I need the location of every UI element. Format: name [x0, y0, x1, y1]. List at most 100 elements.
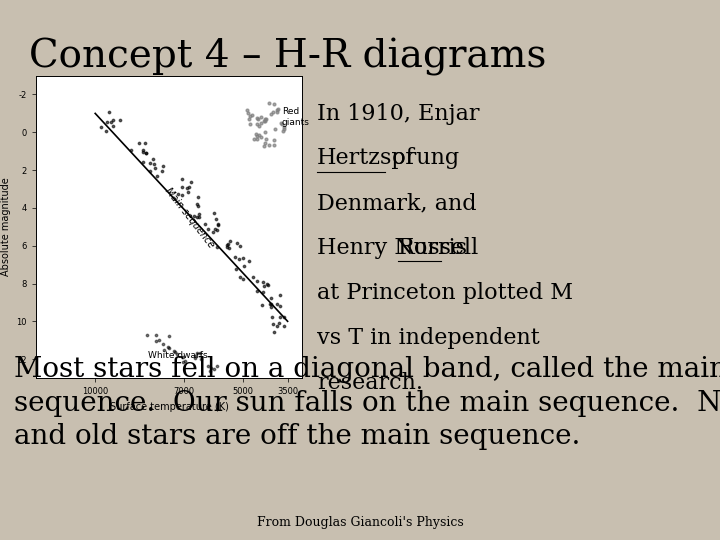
Point	[259, 117, 271, 126]
Point	[278, 312, 289, 321]
Point	[189, 353, 201, 362]
Point	[260, 127, 271, 136]
Text: Denmark, and: Denmark, and	[317, 192, 477, 214]
Point	[144, 167, 156, 176]
Point	[207, 228, 219, 237]
Point	[178, 357, 189, 366]
Point	[192, 192, 204, 201]
Point	[248, 272, 259, 281]
Point	[192, 202, 204, 211]
Point	[140, 149, 152, 158]
Point	[252, 276, 264, 285]
Point	[256, 301, 268, 309]
Point	[261, 135, 272, 144]
Point	[238, 262, 250, 271]
Text: Concept 4 – H-R diagrams: Concept 4 – H-R diagrams	[29, 38, 546, 76]
Point	[204, 367, 216, 375]
Point	[246, 111, 258, 119]
Point	[241, 106, 253, 114]
Point	[267, 108, 279, 117]
Point	[252, 120, 264, 129]
Point	[244, 119, 256, 128]
Point	[238, 254, 249, 262]
Point	[271, 108, 282, 117]
Point	[233, 255, 244, 264]
Point	[263, 98, 274, 107]
Point	[211, 225, 222, 234]
Point	[224, 244, 235, 252]
Text: In 1910, Enjar: In 1910, Enjar	[317, 103, 480, 125]
Point	[209, 225, 220, 233]
Point	[251, 114, 263, 123]
Text: Red
giants: Red giants	[282, 107, 310, 127]
Point	[212, 242, 223, 251]
Text: Most stars fell on a diagonal band, called the main
sequence.  Our sun falls on : Most stars fell on a diagonal band, call…	[14, 356, 720, 450]
Y-axis label: Absolute magnitude: Absolute magnitude	[1, 178, 11, 276]
Point	[103, 107, 114, 116]
Point	[259, 139, 271, 147]
Point	[151, 172, 163, 180]
Point	[261, 280, 273, 288]
Point	[176, 183, 188, 191]
Point	[172, 190, 184, 199]
Point	[156, 167, 168, 176]
Point	[252, 114, 264, 123]
Point	[274, 319, 285, 328]
Point	[153, 336, 164, 345]
Point	[256, 132, 267, 141]
Point	[205, 363, 217, 372]
Point	[141, 330, 153, 339]
Text: Main sequence: Main sequence	[163, 185, 217, 249]
Point	[202, 362, 214, 370]
Point	[191, 212, 202, 221]
Text: research.: research.	[317, 372, 423, 394]
Point	[102, 118, 113, 126]
Point	[191, 200, 202, 208]
Point	[277, 126, 289, 135]
Text: Henry Norris: Henry Norris	[317, 237, 474, 259]
Point	[181, 184, 192, 192]
Point	[168, 347, 180, 356]
Text: vs T in independent: vs T in independent	[317, 327, 539, 349]
Text: Hertzsprung: Hertzsprung	[317, 147, 460, 170]
Point	[148, 154, 159, 163]
Point	[208, 364, 220, 373]
Point	[231, 239, 243, 248]
Point	[168, 347, 179, 356]
Text: at Princeton plotted M: at Princeton plotted M	[317, 282, 573, 304]
Point	[257, 278, 269, 286]
Point	[255, 119, 266, 128]
Point	[266, 300, 277, 309]
Point	[253, 131, 264, 139]
Point	[265, 294, 276, 302]
Point	[258, 288, 269, 296]
Point	[268, 99, 279, 108]
Point	[194, 349, 205, 358]
Point	[106, 117, 117, 126]
Point	[188, 211, 199, 220]
Point	[193, 212, 204, 221]
Point	[253, 122, 265, 130]
Point	[266, 312, 278, 321]
Point	[251, 287, 262, 295]
Point	[264, 300, 276, 308]
Point	[149, 160, 161, 168]
Point	[95, 123, 107, 132]
Point	[158, 346, 170, 354]
Point	[222, 240, 234, 249]
Point	[225, 237, 236, 246]
Point	[274, 313, 286, 321]
Point	[176, 190, 188, 199]
Point	[138, 145, 149, 154]
Text: Russell: Russell	[397, 237, 479, 259]
Point	[230, 265, 242, 273]
Point	[276, 120, 287, 129]
Point	[243, 257, 255, 266]
Point	[268, 141, 279, 150]
Point	[133, 139, 145, 147]
Point	[221, 243, 233, 252]
Point	[255, 113, 266, 122]
Point	[269, 136, 280, 144]
Point	[266, 302, 277, 311]
Point	[192, 348, 203, 357]
